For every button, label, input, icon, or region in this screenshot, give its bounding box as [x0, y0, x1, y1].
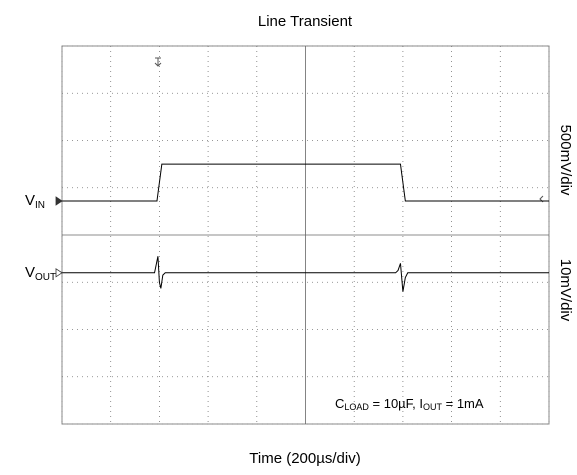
text-part: V: [25, 192, 35, 209]
trigger-marker: [154, 57, 162, 67]
scale-label: 500mV/div: [557, 125, 574, 196]
trace-label: VOUT: [25, 264, 56, 283]
text-part: C: [335, 396, 344, 411]
text-part: OUT: [423, 402, 443, 412]
annotation: CLOAD = 10µF, IOUT = 1mA: [335, 396, 484, 412]
text-part: = 1mA: [442, 396, 484, 411]
trace-label: VIN: [25, 192, 45, 211]
chart-title: Line Transient: [258, 13, 353, 30]
scale-label: 10mV/div: [557, 259, 574, 322]
text-part: = 10µF, I: [369, 396, 423, 411]
trace: [62, 256, 549, 292]
trace: [62, 163, 549, 202]
text-part: OUT: [35, 271, 56, 282]
text-part: LOAD: [344, 402, 369, 412]
trace-marker: [55, 196, 63, 206]
trace-marker: [55, 268, 63, 278]
text-part: IN: [35, 200, 45, 211]
text-part: V: [25, 264, 35, 281]
x-axis-label: Time (200µs/div): [249, 450, 360, 467]
